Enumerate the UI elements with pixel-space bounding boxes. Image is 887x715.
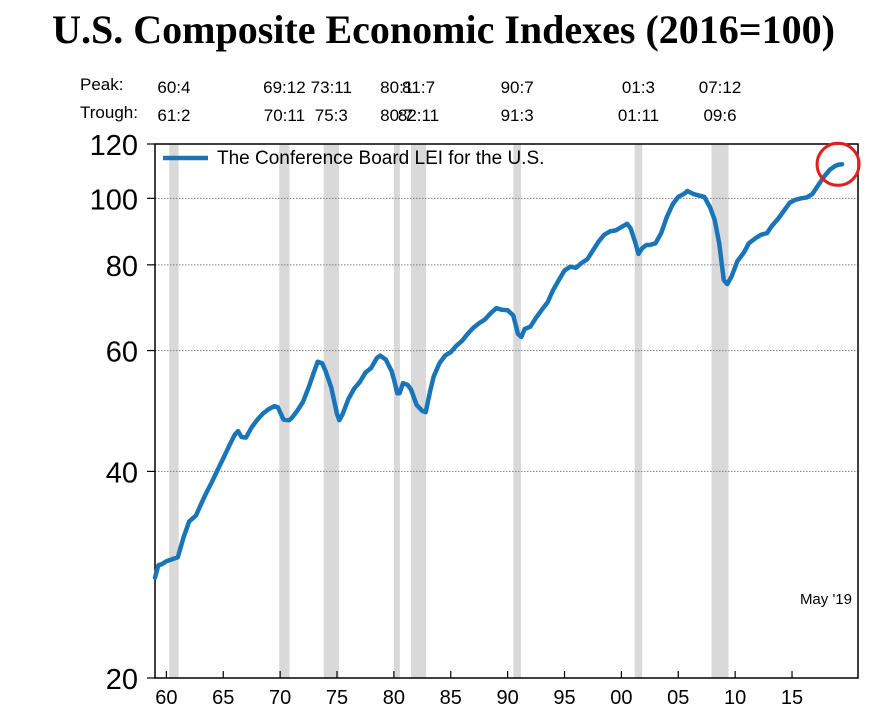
annotation-date: May '19 bbox=[800, 591, 852, 608]
peak-date: 60:4 bbox=[157, 78, 190, 97]
peak-date: 69:12 bbox=[263, 78, 306, 97]
y-tick-label: 80 bbox=[106, 251, 138, 283]
trough-date: 01:11 bbox=[618, 106, 659, 125]
trough-date: 82:11 bbox=[398, 106, 439, 125]
trough-date: 75:3 bbox=[315, 106, 348, 125]
x-tick-label: 75 bbox=[326, 687, 348, 709]
grid-lines bbox=[155, 197, 858, 472]
trough-date: 09:6 bbox=[703, 106, 736, 125]
trough-date: 70:11 bbox=[264, 106, 305, 125]
x-axis: 60 65 70 75 80 85 90 95 00 05 10 15 bbox=[155, 671, 803, 709]
recession-band bbox=[513, 144, 521, 678]
y-tick-label: 40 bbox=[106, 457, 138, 489]
plot-frame bbox=[154, 143, 859, 679]
trough-date: 91:3 bbox=[501, 106, 534, 125]
peak-date: 81:7 bbox=[402, 78, 435, 97]
x-tick-label: 15 bbox=[781, 687, 803, 709]
peak-date: 73:11 bbox=[311, 78, 352, 97]
x-tick-label: 10 bbox=[724, 687, 746, 709]
peak-date: 90:7 bbox=[501, 78, 534, 97]
x-tick-label: 60 bbox=[155, 687, 177, 709]
y-tick-label: 60 bbox=[106, 337, 138, 369]
peak-row-label: Peak: bbox=[80, 75, 123, 94]
x-tick-label: 80 bbox=[383, 687, 405, 709]
legend-label: The Conference Board LEI for the U.S. bbox=[217, 148, 544, 169]
y-axis: 20 40 60 80 100 120 bbox=[90, 130, 155, 696]
x-tick-label: 85 bbox=[440, 687, 462, 709]
chart-title: U.S. Composite Economic Indexes (2016=10… bbox=[52, 7, 835, 52]
x-tick-label: 05 bbox=[667, 687, 689, 709]
peak-date: 01:3 bbox=[622, 78, 655, 97]
peak-date: 07:12 bbox=[699, 78, 742, 97]
x-tick-label: 95 bbox=[553, 687, 575, 709]
recession-band bbox=[323, 144, 339, 678]
x-tick-label: 90 bbox=[497, 687, 519, 709]
trough-date: 80:7 bbox=[380, 106, 413, 125]
y-tick-label: 100 bbox=[90, 184, 138, 216]
trough-row-label: Trough: bbox=[80, 103, 138, 122]
highlight-circle bbox=[815, 141, 861, 187]
recession-band bbox=[410, 144, 427, 678]
recession-band bbox=[169, 144, 179, 678]
recession-band bbox=[634, 144, 643, 678]
trough-date: 61:2 bbox=[157, 106, 190, 125]
recession-bands bbox=[169, 144, 729, 678]
series-line-lei bbox=[152, 162, 845, 580]
recession-band bbox=[393, 144, 400, 678]
y-tick-label: 20 bbox=[106, 664, 138, 696]
x-tick-label: 00 bbox=[610, 687, 632, 709]
recession-band bbox=[279, 144, 290, 678]
peak-date: 80:1 bbox=[380, 78, 413, 97]
x-tick-label: 70 bbox=[269, 687, 291, 709]
x-tick-label: 65 bbox=[212, 687, 234, 709]
peak-trough-header: Peak: Trough: 60:4 61:2 69:12 70:11 73:11 75:3 8… bbox=[80, 75, 741, 125]
y-tick-label: 120 bbox=[90, 130, 138, 162]
legend: The Conference Board LEI for the U.S. bbox=[163, 148, 544, 169]
